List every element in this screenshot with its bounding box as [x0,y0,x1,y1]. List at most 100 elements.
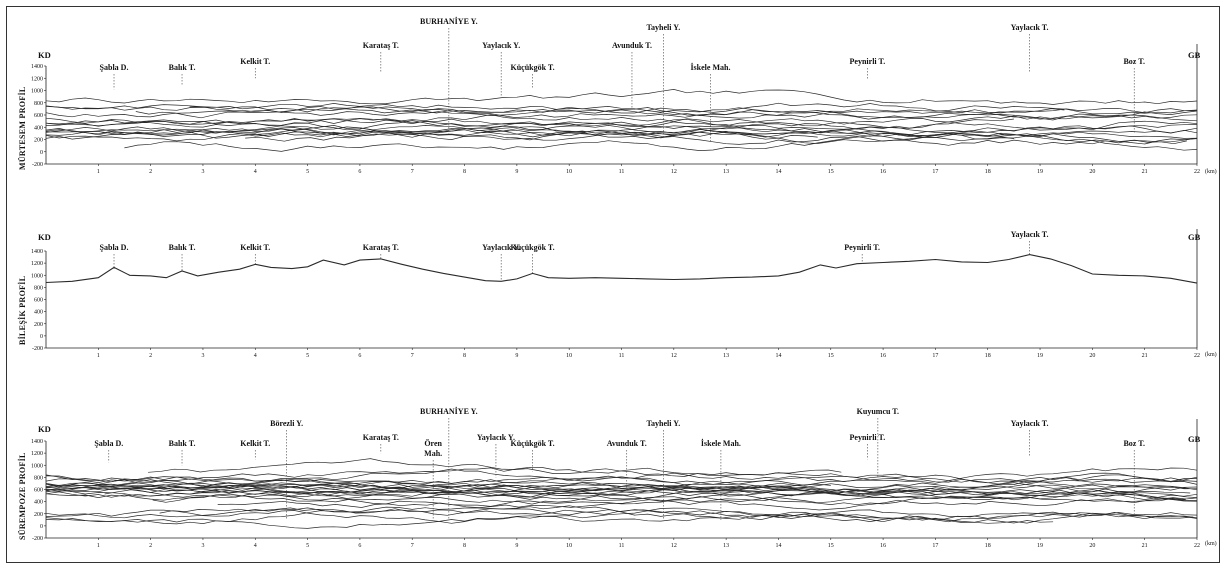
panel-ylabel: MÜRTESEM PROFİL [17,86,27,170]
y-tick-label: 200 [34,322,43,328]
x-tick-label: 13 [723,543,729,549]
y-tick-label: 0 [40,150,43,156]
profile-series-line [159,507,1193,520]
figure-border [6,6,1220,563]
profile-series-line [45,482,1198,498]
x-tick-label: 2 [149,543,152,549]
panel-ylabel: BİLEŞİK PROFİL [17,276,27,345]
y-tick-label: 1400 [31,249,43,255]
place-label: Yaylacık T. [1011,419,1049,428]
x-tick-label: 19 [1037,353,1043,359]
y-tick-label: 1000 [31,273,43,279]
x-tick-label: 9 [515,353,518,359]
x-tick-label: 3 [201,169,204,175]
x-tick-label: 12 [671,169,677,175]
x-tick-label: 5 [306,543,309,549]
place-label: Kelkit T. [240,439,270,448]
x-tick-label: 6 [358,543,361,549]
y-tick-label: 800 [34,101,43,107]
x-tick-label: 1 [97,543,100,549]
x-tick-label: 4 [254,353,257,359]
x-tick-label: 13 [723,169,729,175]
x-tick-label: 8 [463,353,466,359]
x-tick-label: 2 [149,169,152,175]
x-tick-label: 5 [306,353,309,359]
x-tick-label: 18 [985,169,991,175]
ne-label: KD [38,50,51,60]
profile-series-line [45,89,1198,105]
x-tick-label: 17 [932,543,938,549]
x-tick-label: 16 [880,353,886,359]
x-tick-label: 7 [411,543,414,549]
place-label: Avunduk T. [607,439,647,448]
x-tick-label: 15 [828,353,834,359]
profile-series-line [45,118,1198,134]
profile-series-line [45,509,1198,529]
place-label: Balık T. [169,439,196,448]
sw-label: GB [1188,434,1201,444]
x-tick-label: 18 [985,543,991,549]
murtesem-profile-panel: KD GB MÜRTESEM PROFİL (km) 1400120010008… [17,16,1217,175]
x-tick-label: 11 [619,353,625,359]
place-label: Peynirli T. [844,243,880,252]
x-tick-label: 12 [671,353,677,359]
x-tick-label: 20 [1089,169,1095,175]
x-tick-label: 17 [932,353,938,359]
profile-series-line [45,481,792,493]
x-tick-label: 16 [880,543,886,549]
place-label: Avunduk T. [612,41,652,50]
profile-series-line [45,506,1198,523]
y-tick-label: 1000 [31,89,43,95]
x-tick-label: 1 [97,169,100,175]
profile-series-line [45,484,1198,506]
place-label: Yaylacık T. [1011,230,1049,239]
y-tick-label: 400 [34,500,43,506]
ne-label: KD [38,424,51,434]
place-label: Yaylacık Y. [482,243,520,252]
y-tick-label: 200 [34,512,43,518]
profile-series-line [45,468,1198,485]
profile-series-line [45,125,1014,142]
place-label: Küçükgök T. [510,243,554,252]
x-tick-label: 7 [411,353,414,359]
sw-label: GB [1188,232,1201,242]
x-tick-label: 1 [97,353,100,359]
x-tick-label: 14 [775,543,781,549]
y-tick-label: 1200 [31,451,43,457]
place-label: BURHANİYE Y. [420,16,478,26]
place-label: Tayheli Y. [646,419,680,428]
y-tick-label: -200 [32,346,43,352]
x-tick-label: 22 [1194,353,1200,359]
place-label: Kelkit T. [240,243,270,252]
x-tick-label: 4 [254,169,257,175]
x-tick-label: 19 [1037,543,1043,549]
profile-series-line [189,106,1197,121]
profile-series-line [45,125,1198,138]
place-label: Karataş T. [363,433,399,442]
y-tick-label: 1400 [31,64,43,70]
x-tick-label: 10 [566,169,572,175]
x-tick-label: 11 [619,169,625,175]
profile-series-line [148,458,842,477]
km-unit-label: (km) [1205,540,1217,547]
place-label: Kelkit T. [240,57,270,66]
y-tick-label: 0 [40,524,43,530]
place-label: Peynirli T. [850,57,886,66]
x-tick-label: 10 [566,543,572,549]
x-tick-label: 18 [985,353,991,359]
y-tick-label: 800 [34,285,43,291]
place-label: Küçükgök T. [510,439,554,448]
y-tick-label: 1400 [31,439,43,445]
y-tick-label: -200 [32,162,43,168]
y-tick-label: 1000 [31,463,43,469]
km-unit-label: (km) [1205,168,1217,175]
x-tick-label: 15 [828,169,834,175]
x-tick-label: 19 [1037,169,1043,175]
profile-series-line [152,492,1187,505]
y-tick-label: 0 [40,334,43,340]
profile-series-line [124,133,1197,152]
bilesik-profile-panel: KD GB BİLEŞİK PROFİL (km) 14001200100080… [17,229,1217,359]
x-tick-label: 6 [358,169,361,175]
y-tick-label: 800 [34,475,43,481]
x-tick-label: 5 [306,169,309,175]
